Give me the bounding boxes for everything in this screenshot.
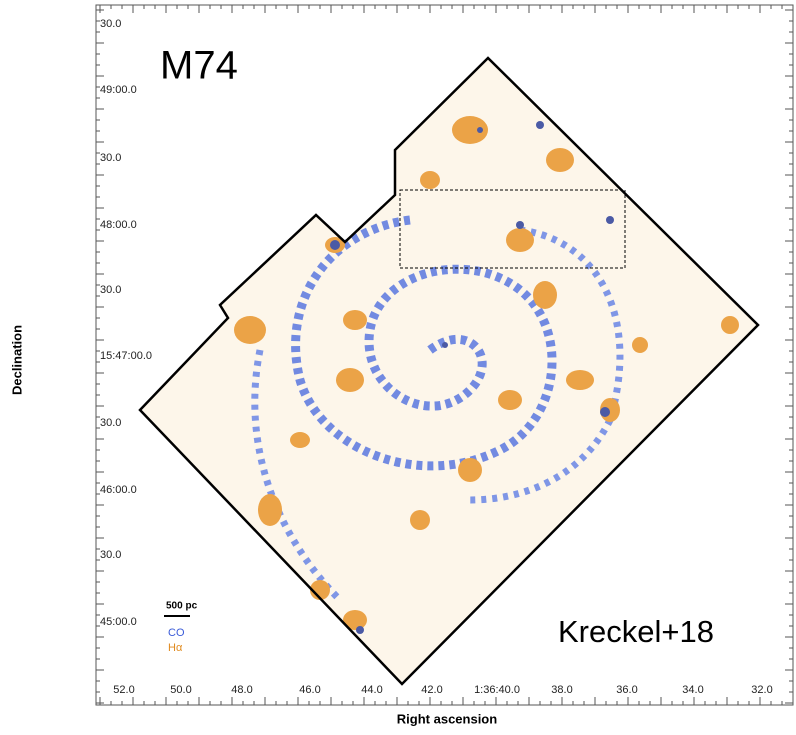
y-tick-label: 30.0 — [100, 417, 121, 429]
x-tick-label: 52.0 — [113, 684, 134, 696]
x-tick-label: 50.0 — [170, 684, 191, 696]
y-tick-label: 49:00.0 — [100, 84, 137, 96]
y-tick-label: 30.0 — [100, 284, 121, 296]
object-label: M74 — [160, 44, 238, 88]
x-tick-label: 44.0 — [361, 684, 382, 696]
x-tick-label: 38.0 — [551, 684, 572, 696]
y-tick-label: 15:47:00.0 — [100, 350, 152, 362]
y-axis-label: Declination — [9, 325, 24, 395]
figure: M74 Kreckel+18 500 pc CO Hα Right ascens… — [0, 0, 796, 730]
x-tick-label: 34.0 — [682, 684, 703, 696]
y-tick-label: 30.0 — [100, 549, 121, 561]
x-axis-label: Right ascension — [397, 711, 497, 726]
y-tick-label: 30.0 — [100, 18, 121, 30]
legend-co: CO — [168, 627, 185, 639]
x-tick-label: 48.0 — [231, 684, 252, 696]
y-tick-label: 48:00.0 — [100, 219, 137, 231]
scale-label: 500 pc — [166, 601, 198, 612]
x-tick-label: 1:36:40.0 — [474, 684, 520, 696]
y-tick-label: 46:00.0 — [100, 484, 137, 496]
x-tick-label: 42.0 — [421, 684, 442, 696]
legend-halpha: Hα — [168, 642, 183, 654]
y-tick-label: 30.0 — [100, 152, 121, 164]
x-tick-label: 36.0 — [616, 684, 637, 696]
credit: Kreckel+18 — [558, 614, 714, 649]
x-tick-label: 46.0 — [299, 684, 320, 696]
y-tick-label: 45:00.0 — [100, 616, 137, 628]
x-tick-label: 32.0 — [751, 684, 772, 696]
